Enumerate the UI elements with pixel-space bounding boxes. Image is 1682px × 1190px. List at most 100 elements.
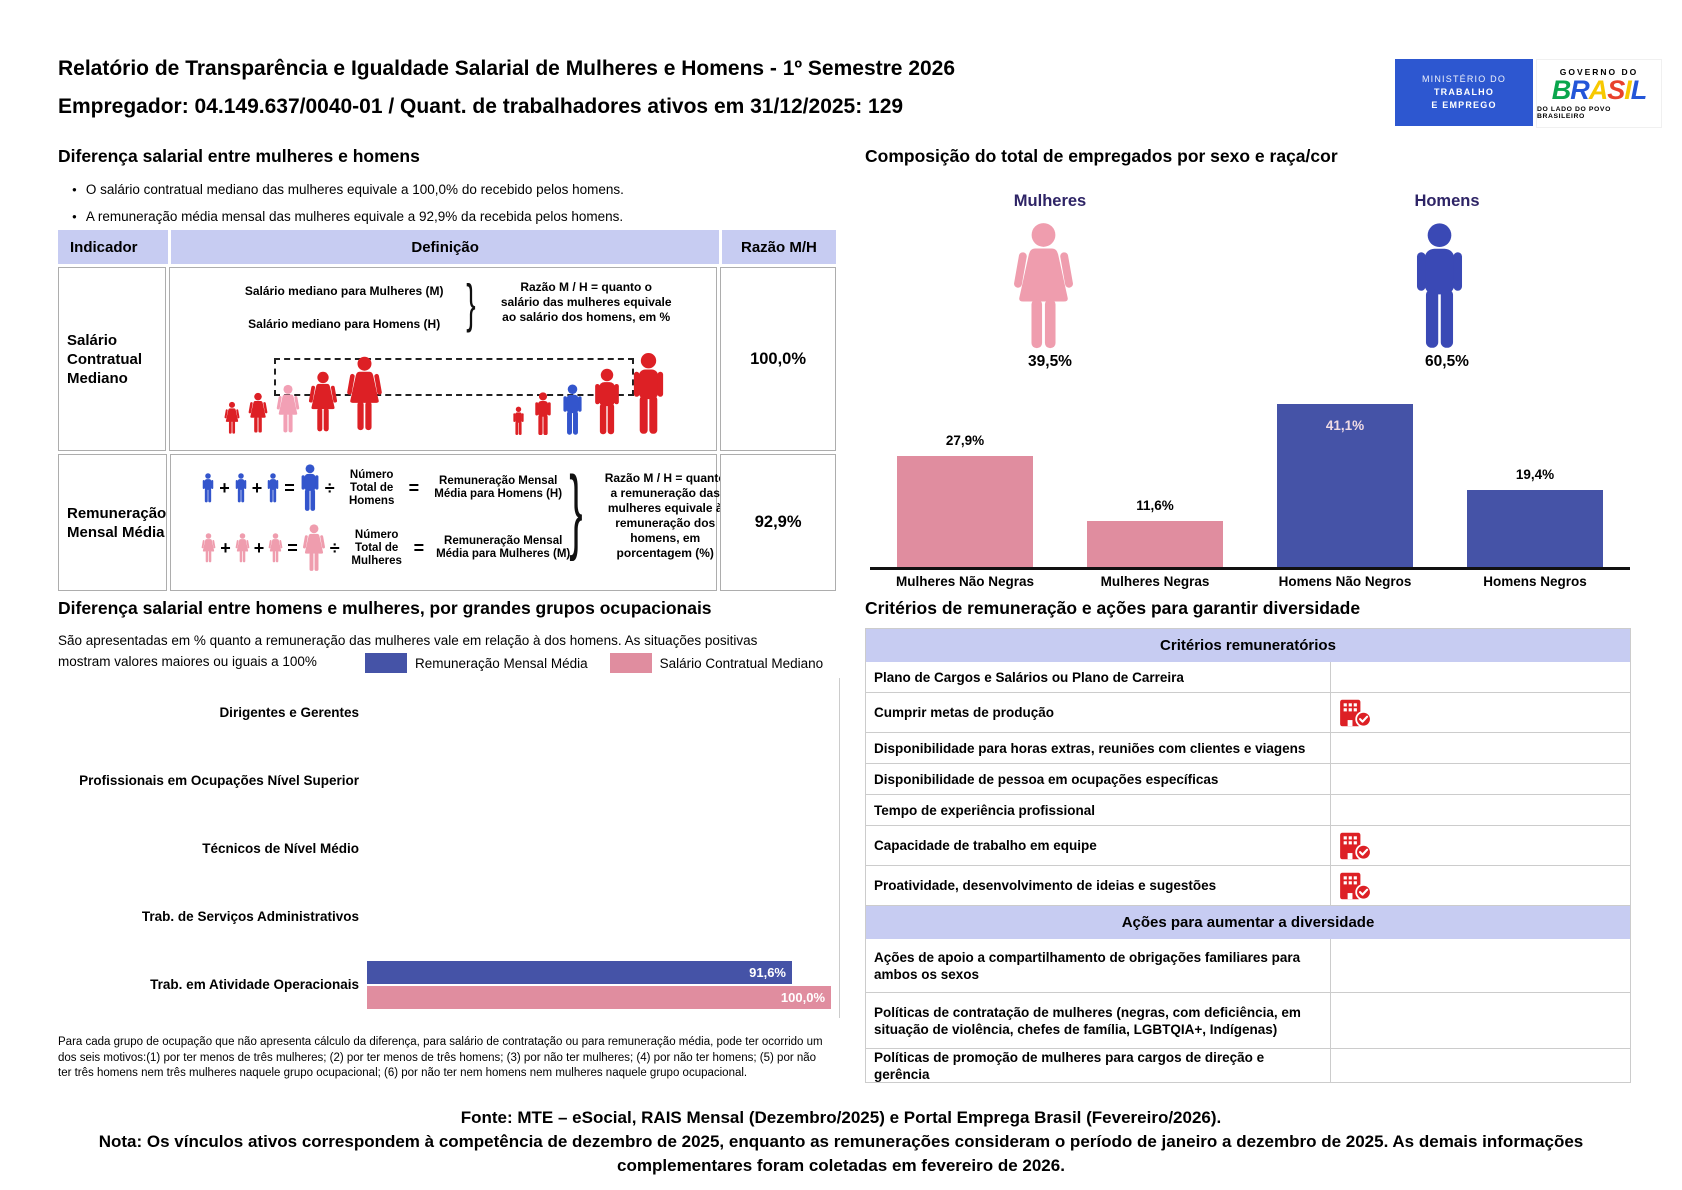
occupational-title: Diferença salarial entre homens e mulher… bbox=[58, 598, 712, 618]
occupational-chart: Dirigentes e Gerentes Profissionais em O… bbox=[58, 678, 840, 1018]
woman-pictogram bbox=[224, 400, 240, 436]
bar-value-label: 100,0% bbox=[780, 990, 825, 1005]
divide-operator: ÷ bbox=[329, 538, 340, 558]
criteria-section1-header: Critérios remuneratórios bbox=[866, 629, 1630, 662]
woman-pictogram-large bbox=[302, 524, 326, 572]
composition-chart: 27,9% 11,6% 41,1% 19,4% bbox=[870, 390, 1630, 570]
mte-logo-line1: MINISTÉRIO DO bbox=[1421, 74, 1507, 84]
category-label: Homens Não Negros bbox=[1278, 574, 1412, 589]
definition-label-women: Salário mediano para Mulheres (M) bbox=[244, 284, 444, 298]
category-label: Trab. de Serviços Administrativos bbox=[141, 908, 359, 924]
mte-logo: MINISTÉRIO DO TRABALHO E EMPREGO bbox=[1395, 59, 1533, 126]
men-percentage: 60,5% bbox=[1425, 353, 1469, 370]
building-check-icon bbox=[1339, 871, 1373, 901]
header-indicador: Indicador bbox=[58, 230, 169, 264]
category-label: Técnicos de Nível Médio bbox=[202, 840, 359, 856]
bar-salario-contratual-mediano: 100,0% bbox=[367, 986, 831, 1009]
man-pictogram-large bbox=[299, 464, 321, 512]
criteria-section2-header: Ações para aumentar a diversidade bbox=[866, 906, 1630, 939]
salary-gap-bullets: O salário contratual mediano das mulhere… bbox=[72, 176, 624, 230]
criteria-row: Políticas de contratação de mulheres (ne… bbox=[866, 993, 1630, 1049]
women-pictogram-group bbox=[224, 352, 383, 436]
bars-area bbox=[367, 814, 839, 882]
ratio-value: 92,9% bbox=[754, 513, 802, 531]
salary-gap-table-header: Indicador Definição Razão M/H bbox=[58, 230, 837, 264]
bracket-glyph: } bbox=[569, 459, 583, 563]
ratio-cell: 92,9% bbox=[720, 454, 836, 591]
women-divisor-label: Número Total de Mulheres bbox=[351, 528, 402, 567]
footer-source: Fonte: MTE – eSocial, RAIS Mensal (Dezem… bbox=[460, 1108, 1222, 1127]
chart-slot: 11,6% bbox=[1060, 390, 1250, 567]
gov-logo-tagline: DO LADO DO POVO BRASILEIRO bbox=[1537, 106, 1611, 120]
indicator-label: Salário Contratual Mediano bbox=[67, 331, 142, 387]
category-label: Trab. em Atividade Operacionais bbox=[150, 976, 359, 992]
women-percentage: 39,5% bbox=[1028, 353, 1072, 370]
median-comparison-dashed-box bbox=[274, 358, 635, 396]
table-row-salario-mediano: Salário Contratual Mediano Salário media… bbox=[58, 267, 836, 451]
occupational-row: Trab. de Serviços Administrativos bbox=[58, 882, 839, 950]
composition-title: Composição do total de empregados por se… bbox=[865, 146, 1338, 166]
criteria-row: Tempo de experiência profissional bbox=[866, 795, 1630, 826]
chart-slot: 41,1% bbox=[1250, 390, 1440, 567]
bar-value-label: 41,1% bbox=[1325, 418, 1365, 433]
criteria-label: Plano de Cargos e Salários ou Plano de C… bbox=[866, 662, 1331, 692]
men-formula-row: + + = ÷ Número Total de Homens = Remuner… bbox=[201, 463, 573, 513]
ratio-value: 100,0% bbox=[750, 349, 807, 368]
occupational-row: Trab. em Atividade Operacionais 91,6% 10… bbox=[58, 950, 839, 1018]
plus-operator: + bbox=[253, 538, 265, 558]
occupational-footnote: Para cada grupo de ocupação que não apre… bbox=[58, 1036, 823, 1079]
definition-cell: + + = ÷ Número Total de Homens = Remuner… bbox=[170, 454, 726, 591]
ratio-cell: 100,0% bbox=[720, 267, 836, 451]
salary-gap-table: Indicador Definição Razão M/H Salário Co… bbox=[58, 230, 837, 594]
equals-operator: = bbox=[408, 478, 420, 498]
woman-pictogram bbox=[248, 390, 268, 436]
equals-operator: = bbox=[284, 478, 295, 498]
men-pictogram-group bbox=[512, 352, 667, 436]
women-result-label: Remuneração Mensal Média para Mulheres (… bbox=[436, 535, 571, 560]
criteria-row: Ações de apoio a compartilhamento de obr… bbox=[866, 939, 1630, 993]
bar-value-label: 27,9% bbox=[945, 433, 985, 448]
criteria-mark-cell bbox=[1331, 1049, 1630, 1082]
header-razao-mh: Razão M/H bbox=[721, 230, 837, 264]
occupational-row: Técnicos de Nível Médio bbox=[58, 814, 839, 882]
criteria-table: Critérios remuneratórios Plano de Cargos… bbox=[865, 628, 1631, 1083]
criteria-label: Disponibilidade de pessoa em ocupações e… bbox=[866, 764, 1331, 794]
woman-figure-icon bbox=[1012, 222, 1075, 351]
equals-operator: = bbox=[287, 538, 298, 558]
bar-value-label: 11,6% bbox=[1136, 498, 1174, 513]
report-title: Relatório de Transparência e Igualdade S… bbox=[58, 57, 956, 80]
criteria-row: Políticas de promoção de mulheres para c… bbox=[866, 1049, 1630, 1082]
woman-pictogram-median-highlight bbox=[276, 382, 300, 436]
occupational-subtitle-line1: São apresentadas em % quanto a remuneraç… bbox=[58, 633, 758, 648]
women-group-label: Mulheres bbox=[1013, 192, 1087, 210]
salary-gap-title: Diferença salarial entre mulheres e home… bbox=[58, 146, 420, 166]
legend-label-salario: Salário Contratual Mediano bbox=[659, 655, 824, 671]
category-label: Homens Negros bbox=[1483, 574, 1587, 589]
criteria-title: Critérios de remuneração e ações para ga… bbox=[865, 598, 1361, 618]
divide-operator: ÷ bbox=[324, 478, 335, 498]
mte-logo-line3: E EMPREGO bbox=[1431, 100, 1497, 110]
category-label: Mulheres Negras bbox=[1100, 574, 1210, 589]
bar-homens-negros bbox=[1467, 490, 1603, 567]
bracket-glyph: } bbox=[466, 274, 476, 333]
man-pictogram bbox=[201, 473, 215, 503]
man-pictogram-median-highlight bbox=[561, 384, 584, 436]
criteria-row: Proatividade, desenvolvimento de ideias … bbox=[866, 866, 1630, 906]
criteria-mark-cell bbox=[1331, 693, 1630, 732]
men-divisor-label: Número Total de Homens bbox=[348, 468, 395, 507]
man-pictogram bbox=[266, 473, 280, 503]
man-pictogram bbox=[533, 392, 553, 436]
criteria-mark-cell bbox=[1331, 662, 1630, 692]
gov-logo-brasil-wordmark: BRASIL bbox=[1551, 75, 1648, 105]
criteria-label: Cumprir metas de produção bbox=[866, 693, 1331, 732]
occupational-row: Dirigentes e Gerentes bbox=[58, 678, 839, 746]
occupational-subtitle: São apresentadas em % quanto a remuneraç… bbox=[58, 630, 808, 672]
man-figure-icon bbox=[1411, 222, 1468, 351]
category-label: Mulheres Não Negras bbox=[895, 574, 1035, 589]
criteria-row: Plano de Cargos e Salários ou Plano de C… bbox=[866, 662, 1630, 693]
man-pictogram bbox=[630, 352, 667, 436]
bar-mulheres-negras bbox=[1087, 521, 1223, 567]
mte-logo-line2: TRABALHO bbox=[1433, 87, 1495, 97]
criteria-label: Tempo de experiência profissional bbox=[866, 795, 1331, 825]
